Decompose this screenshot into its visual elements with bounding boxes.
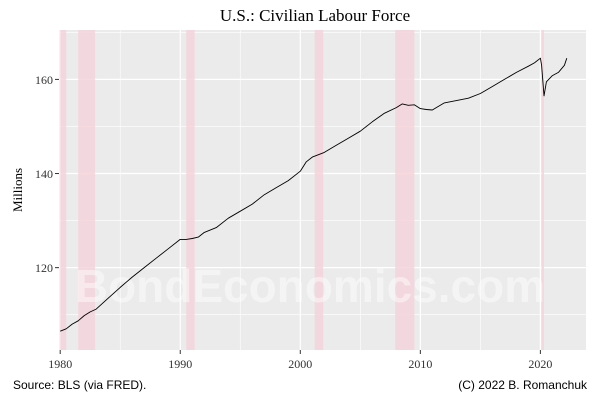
recession-bands: [60, 30, 544, 350]
chart-title: U.S.: Civilian Labour Force: [220, 6, 410, 25]
y-axis-label: Millions: [10, 168, 25, 212]
y-tick-label: 120: [35, 261, 53, 275]
recession-band: [186, 30, 195, 350]
y-axis: 120 140 160: [35, 73, 59, 275]
x-tick-label: 2010: [408, 357, 432, 371]
x-tick-label: 2000: [288, 357, 312, 371]
x-tick-label: 1990: [168, 357, 192, 371]
x-tick-label: 2020: [528, 357, 552, 371]
copyright-note: (C) 2022 B. Romanchuk: [458, 378, 588, 392]
source-note: Source: BLS (via FRED).: [13, 378, 146, 392]
series-line: [60, 57, 568, 332]
recession-band: [60, 30, 67, 350]
watermark: BondEconomics.com: [75, 260, 545, 312]
recession-band: [78, 30, 96, 350]
y-tick-label: 160: [35, 73, 53, 87]
recession-band: [395, 30, 415, 350]
x-tick-label: 1980: [48, 357, 72, 371]
recession-band: [314, 30, 324, 350]
series-group: [60, 57, 568, 332]
y-tick-label: 140: [35, 167, 53, 181]
recession-band: [541, 30, 544, 350]
x-axis: 1980 1990 2000 2010 2020: [48, 350, 552, 371]
